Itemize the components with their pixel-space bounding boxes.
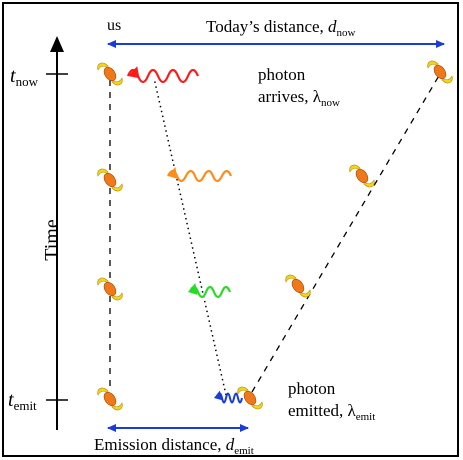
galaxy-icon xyxy=(97,387,123,411)
galaxy-icon xyxy=(349,164,375,188)
photon-arrives-line1: photon xyxy=(258,65,306,84)
time-axis-label: Time xyxy=(41,219,63,261)
emitter-worldline xyxy=(251,73,441,393)
t-emit-label: temit xyxy=(8,389,37,413)
photon-wave-icon xyxy=(214,390,243,404)
t-now-label: tnow xyxy=(10,65,39,89)
today-distance-label: Today’s distance, dnow xyxy=(206,17,356,39)
photon-wave-icon xyxy=(126,66,200,84)
photon-wave-icon xyxy=(167,166,233,183)
emission-distance-label: Emission distance, demit xyxy=(94,435,254,457)
photon-emitted-line1: photon xyxy=(288,379,336,398)
photon-wave-icon xyxy=(188,282,232,299)
us-label: us xyxy=(107,17,121,34)
time-arrow-icon xyxy=(50,36,64,430)
galaxy-icon xyxy=(427,60,453,84)
photon-arrives-line2: arrives, λnow xyxy=(258,87,340,109)
photon-path xyxy=(153,77,227,396)
galaxy-icon xyxy=(97,168,123,192)
diagram-frame xyxy=(2,2,459,457)
galaxy-icon xyxy=(285,274,311,298)
photon-emitted-line2: emitted, λemit xyxy=(288,401,375,423)
